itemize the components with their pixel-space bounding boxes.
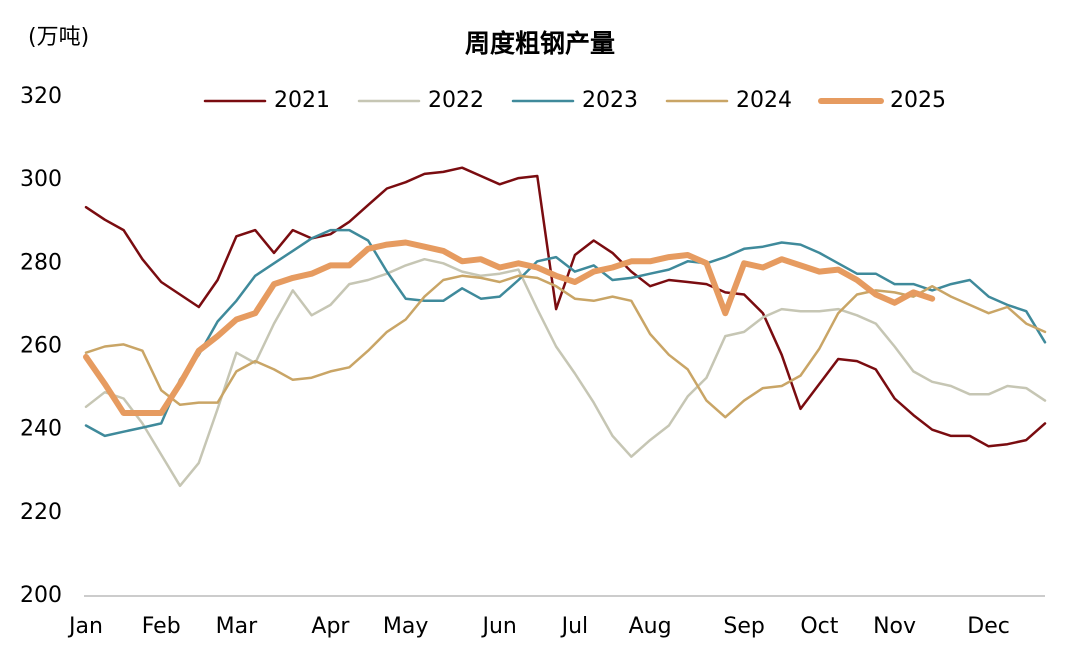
series-line — [83, 239, 936, 416]
x-tick-label: Mar — [216, 614, 258, 639]
y-tick-label: 260 — [20, 334, 62, 359]
x-tick-label: Oct — [800, 614, 838, 639]
y-axis-label: (万吨) — [28, 25, 89, 50]
x-tick-label: Apr — [311, 614, 350, 639]
series-line — [84, 257, 1047, 488]
legend-label: 2023 — [582, 88, 638, 113]
y-tick-label: 280 — [20, 250, 62, 275]
y-tick-label: 200 — [20, 583, 62, 608]
y-tick-label: 240 — [20, 417, 62, 442]
x-tick-label: Dec — [967, 614, 1010, 639]
x-tick-label: Jul — [560, 614, 589, 639]
series-line — [84, 228, 1047, 438]
x-tick-label: Feb — [142, 614, 181, 639]
y-tick-label: 220 — [20, 500, 62, 525]
legend-label: 2025 — [890, 88, 946, 113]
y-tick-label: 300 — [20, 167, 62, 192]
y-tick-label: 320 — [20, 84, 62, 109]
legend-label: 2022 — [428, 88, 484, 113]
series-line — [84, 274, 1047, 419]
legend-label: 2024 — [736, 88, 792, 113]
legend-label: 2021 — [274, 88, 330, 113]
x-tick-label: Jan — [67, 614, 103, 639]
x-tick-label: Aug — [629, 614, 672, 639]
x-tick-label: May — [383, 614, 428, 639]
x-tick-label: Jun — [480, 614, 516, 639]
x-tick-label: Nov — [873, 614, 916, 639]
x-tick-label: Sep — [723, 614, 764, 639]
chart-title: 周度粗钢产量 — [465, 29, 615, 58]
